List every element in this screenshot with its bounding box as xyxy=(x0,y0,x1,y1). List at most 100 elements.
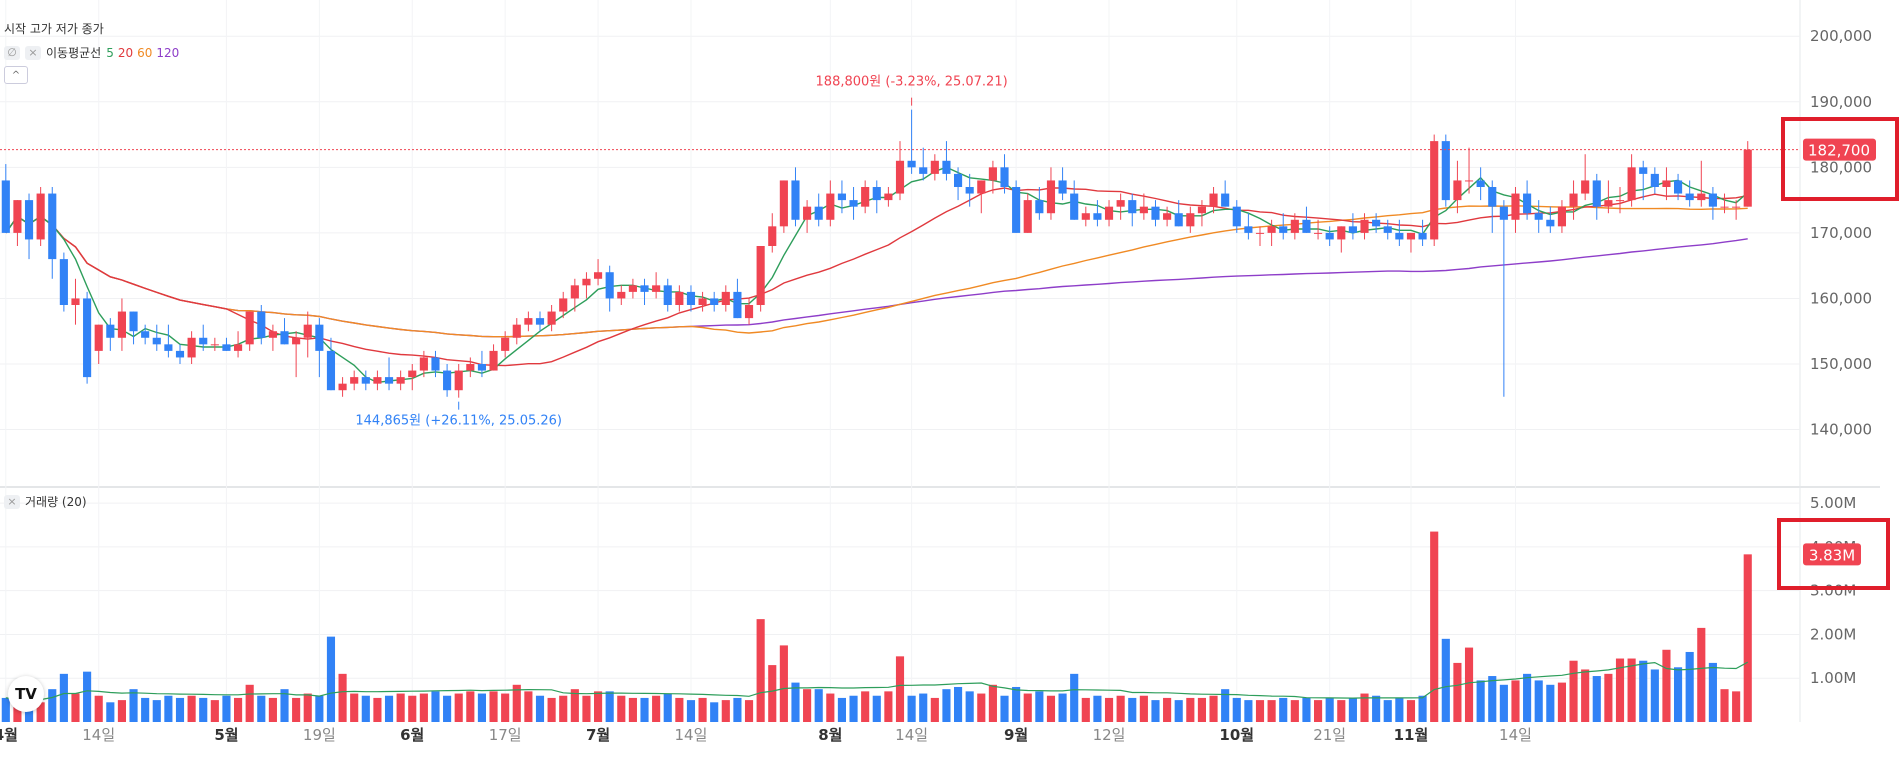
volume-bar xyxy=(628,697,637,722)
candle-body xyxy=(175,350,185,358)
candle-body xyxy=(1128,200,1137,214)
candle-body xyxy=(1569,193,1578,207)
candle-body xyxy=(1697,193,1706,201)
candle-body xyxy=(466,364,475,371)
candle-body xyxy=(501,337,510,351)
candle-body xyxy=(872,187,881,201)
candle-body xyxy=(373,377,382,384)
candle-body xyxy=(454,370,463,391)
candle-body xyxy=(1581,180,1590,194)
volume-bar xyxy=(1662,649,1671,722)
candle-body xyxy=(675,291,684,305)
moving-average-legend: ∅ × 이동평균선 5 20 60 120 xyxy=(4,44,179,61)
candle-body xyxy=(814,206,823,220)
candle-body xyxy=(594,272,603,279)
axes: 200,000 190,000 180,000 170,000 160,000 150,0… xyxy=(0,27,1876,744)
tradingview-logo[interactable]: TV xyxy=(8,676,44,712)
volume-bar xyxy=(1534,680,1543,722)
volume-bar xyxy=(1081,697,1090,722)
volume-bar xyxy=(1604,673,1613,722)
volume-bar xyxy=(872,695,881,722)
candle-body xyxy=(210,344,219,346)
candle-body xyxy=(1650,173,1659,187)
volume-bar xyxy=(559,695,568,722)
volume-bar xyxy=(1314,700,1323,722)
candle-body xyxy=(1383,226,1392,233)
volume-tick-label: 5.00M xyxy=(1810,494,1856,512)
candle-body xyxy=(698,298,707,305)
close-icon[interactable]: × xyxy=(4,494,20,509)
ma-period-60: 60 xyxy=(137,45,153,60)
candle-body xyxy=(280,331,289,345)
collapse-legend-button[interactable]: ^ xyxy=(4,66,28,84)
volume-bar xyxy=(222,695,231,722)
candle-body xyxy=(187,337,196,358)
volume-bar xyxy=(234,697,243,722)
volume-bar xyxy=(454,693,463,722)
candle-body xyxy=(1348,226,1357,233)
candle-body xyxy=(1441,141,1450,201)
candle-body xyxy=(559,298,568,312)
volume-bar xyxy=(268,697,277,722)
volume-bar xyxy=(1708,662,1717,722)
ma-period-120: 120 xyxy=(156,45,180,60)
volume-bar xyxy=(954,686,963,722)
volume-bars[interactable] xyxy=(1,531,1752,722)
volume-bar xyxy=(547,697,556,722)
candle-body xyxy=(1093,213,1102,220)
candle-body xyxy=(1244,226,1253,233)
volume-bar xyxy=(791,682,800,722)
candle-body xyxy=(756,246,765,305)
volume-bar xyxy=(129,689,138,722)
volume-bar xyxy=(501,693,510,722)
volume-bar xyxy=(512,684,521,722)
volume-bar xyxy=(1488,676,1497,722)
volume-bar xyxy=(1360,693,1369,722)
candle-body xyxy=(350,377,359,384)
candle-body xyxy=(861,187,870,207)
current-volume-highlight-box xyxy=(1777,518,1890,590)
volume-bar xyxy=(443,695,452,722)
volume-bar xyxy=(1139,695,1148,722)
volume-bar xyxy=(1174,700,1183,722)
volume-bar xyxy=(652,695,661,722)
close-icon[interactable]: × xyxy=(25,45,41,60)
volume-bar xyxy=(884,691,893,722)
candle-body xyxy=(129,311,138,332)
candle-body xyxy=(1012,187,1021,233)
volume-bar xyxy=(1732,691,1741,722)
ma-label: 이동평균선 xyxy=(46,46,102,60)
time-tick-label: 21일 xyxy=(1313,726,1346,744)
volume-bar xyxy=(826,693,835,722)
volume-bar xyxy=(1116,695,1125,722)
candle-body xyxy=(24,200,34,240)
price-tick-label: 180,000 xyxy=(1810,158,1872,176)
volume-bar xyxy=(861,691,870,722)
candle-body xyxy=(1163,213,1172,220)
time-tick-label: 17일 xyxy=(489,726,522,744)
volume-bar xyxy=(744,700,754,722)
price-tick-label: 190,000 xyxy=(1810,93,1872,111)
candle-body xyxy=(1302,219,1311,233)
volume-bar xyxy=(1337,700,1346,722)
volume-ma-line xyxy=(5,661,1748,701)
candlesticks[interactable] xyxy=(1,109,1752,398)
candle-body xyxy=(1430,141,1439,240)
volume-bar xyxy=(698,697,707,722)
candle-body xyxy=(1464,180,1474,182)
volume-bar xyxy=(756,619,765,722)
candle-body xyxy=(1674,180,1683,194)
grid xyxy=(0,0,1880,722)
high-annotation: 188,800원 (-3.23%, 25.07.21) xyxy=(816,75,1008,90)
volume-bar xyxy=(94,695,103,722)
candle-body xyxy=(710,298,719,305)
candle-body xyxy=(1418,232,1427,240)
volume-bar xyxy=(710,702,719,722)
volume-bar xyxy=(408,695,417,722)
volume-bar xyxy=(1093,695,1102,722)
volume-legend: × 거래량 (20) xyxy=(4,493,87,510)
volume-bar xyxy=(1,697,10,722)
candle-body xyxy=(1267,226,1276,233)
visibility-toggle-icon[interactable]: ∅ xyxy=(4,45,20,60)
